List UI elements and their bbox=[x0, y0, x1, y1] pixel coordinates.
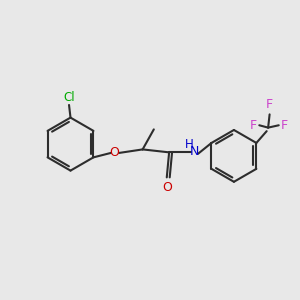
Text: H: H bbox=[184, 138, 193, 151]
Text: F: F bbox=[266, 98, 273, 111]
Text: O: O bbox=[110, 146, 120, 159]
Text: O: O bbox=[163, 181, 172, 194]
Text: Cl: Cl bbox=[63, 91, 75, 104]
Text: N: N bbox=[190, 145, 199, 158]
Text: F: F bbox=[250, 119, 257, 132]
Text: F: F bbox=[281, 119, 288, 132]
